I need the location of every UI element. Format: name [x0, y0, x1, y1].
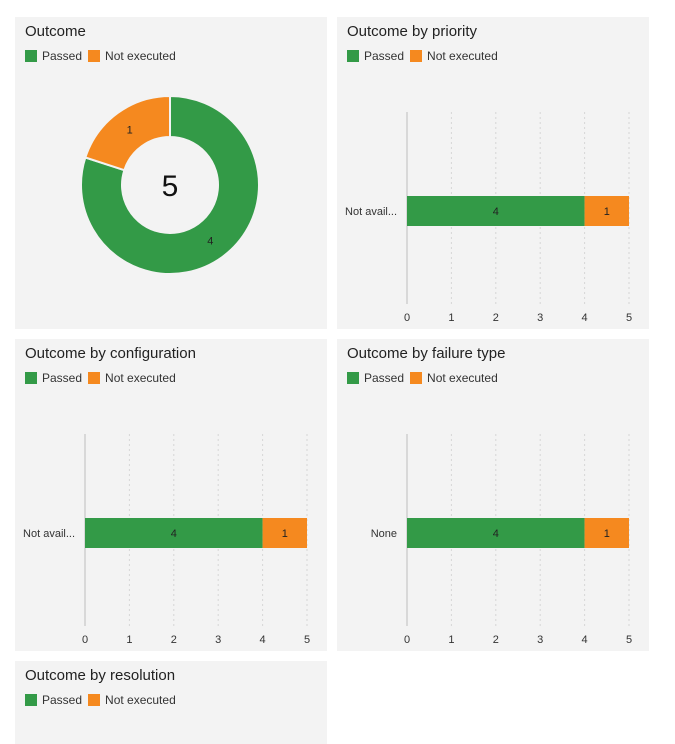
legend-label: Not executed [105, 49, 176, 63]
legend-item-not-executed[interactable]: Not executed [88, 371, 176, 385]
x-tick-label: 2 [493, 634, 499, 646]
bar-value-label: 1 [282, 528, 288, 540]
legend-label: Passed [42, 693, 83, 707]
legend-item-passed[interactable]: Passed [347, 49, 404, 63]
legend: Passed Not executed [25, 693, 182, 707]
bar-value-label: 1 [604, 528, 610, 540]
x-tick-label: 5 [626, 312, 632, 324]
configuration-card: Outcome by configuration Passed Not exec… [15, 339, 327, 651]
x-tick-label: 3 [537, 634, 543, 646]
outcome-card: Outcome Passed Not executed 4 1 5 [15, 17, 327, 329]
x-tick-label: 2 [493, 312, 499, 324]
donut-slice-1 [84, 94, 171, 172]
card-title: Outcome [25, 23, 86, 40]
card-title: Outcome by resolution [25, 667, 176, 684]
legend: Passed Not executed [347, 49, 504, 63]
bar-segment-0 [407, 518, 585, 548]
bar-value-label: 4 [493, 206, 499, 218]
legend-label: Passed [42, 49, 83, 63]
x-tick-label: 1 [448, 634, 454, 646]
bar-value-label: 4 [171, 528, 177, 540]
bar-value-label: 1 [604, 206, 610, 218]
legend-label: Not executed [427, 49, 498, 63]
bar-segment-0 [407, 196, 585, 226]
passed-swatch [25, 694, 37, 706]
x-tick-label: 3 [537, 312, 543, 324]
x-tick-label: 4 [582, 312, 588, 324]
legend-item-not-executed[interactable]: Not executed [88, 49, 176, 63]
configuration-bar-chart: 0 1 2 3 4 5 Not avail... 4 1 [23, 434, 310, 646]
legend-label: Passed [364, 49, 405, 63]
legend-label: Not executed [105, 371, 176, 385]
donut-total-label: 5 [162, 170, 179, 203]
x-tick-label: 3 [215, 634, 221, 646]
legend: Passed Not executed [347, 371, 504, 385]
bar-segment-0 [85, 518, 263, 548]
not-executed-swatch [88, 372, 101, 384]
x-tick-label: 1 [126, 634, 132, 646]
donut-slice-0 [80, 94, 260, 275]
x-tick-label: 1 [448, 312, 454, 324]
bar-segment-1 [584, 196, 629, 226]
slice-value-label: 4 [207, 235, 213, 247]
not-executed-swatch [410, 50, 423, 62]
not-executed-swatch [88, 50, 101, 62]
passed-swatch [25, 50, 37, 62]
bar-segment-1 [262, 518, 307, 548]
legend: Passed Not executed [25, 49, 182, 63]
card-title: Outcome by priority [347, 23, 478, 40]
legend-item-passed[interactable]: Passed [25, 49, 82, 63]
passed-swatch [25, 372, 37, 384]
legend-item-passed[interactable]: Passed [25, 371, 82, 385]
category-label: Not avail... [23, 528, 75, 540]
category-label: None [371, 528, 397, 540]
card-title: Outcome by failure type [347, 345, 506, 362]
resolution-card: Outcome by resolution Passed Not execute… [15, 661, 327, 744]
legend-item-passed[interactable]: Passed [347, 371, 404, 385]
priority-card: Outcome by priority Passed Not executed … [337, 17, 649, 329]
x-tick-label: 5 [626, 634, 632, 646]
bar-value-label: 4 [493, 528, 499, 540]
x-tick-label: 0 [82, 634, 88, 646]
x-tick-label: 0 [404, 312, 410, 324]
x-tick-label: 2 [171, 634, 177, 646]
legend-label: Passed [42, 371, 83, 385]
legend-item-not-executed[interactable]: Not executed [410, 371, 498, 385]
passed-swatch [347, 372, 359, 384]
passed-swatch [347, 50, 359, 62]
legend-label: Not executed [427, 371, 498, 385]
not-executed-swatch [410, 372, 423, 384]
legend-label: Not executed [105, 693, 176, 707]
priority-bar-chart: 0 1 2 3 4 5 Not avail... 4 1 [345, 112, 632, 324]
x-tick-label: 0 [404, 634, 410, 646]
legend: Passed Not executed [25, 371, 182, 385]
slice-value-label: 1 [127, 125, 133, 137]
bar-segment-1 [584, 518, 629, 548]
legend-label: Passed [364, 371, 405, 385]
not-executed-swatch [88, 694, 101, 706]
category-label: Not avail... [345, 206, 397, 218]
x-tick-label: 4 [260, 634, 266, 646]
failure-type-card: Outcome by failure type Passed Not execu… [337, 339, 649, 651]
legend-item-passed[interactable]: Passed [25, 693, 82, 707]
legend-item-not-executed[interactable]: Not executed [88, 693, 176, 707]
x-tick-label: 5 [304, 634, 310, 646]
x-tick-label: 4 [582, 634, 588, 646]
card-title: Outcome by configuration [25, 345, 196, 362]
failure-type-bar-chart: 0 1 2 3 4 5 None 4 1 [371, 434, 632, 646]
legend-item-not-executed[interactable]: Not executed [410, 49, 498, 63]
donut-chart: 4 1 5 [80, 94, 260, 275]
